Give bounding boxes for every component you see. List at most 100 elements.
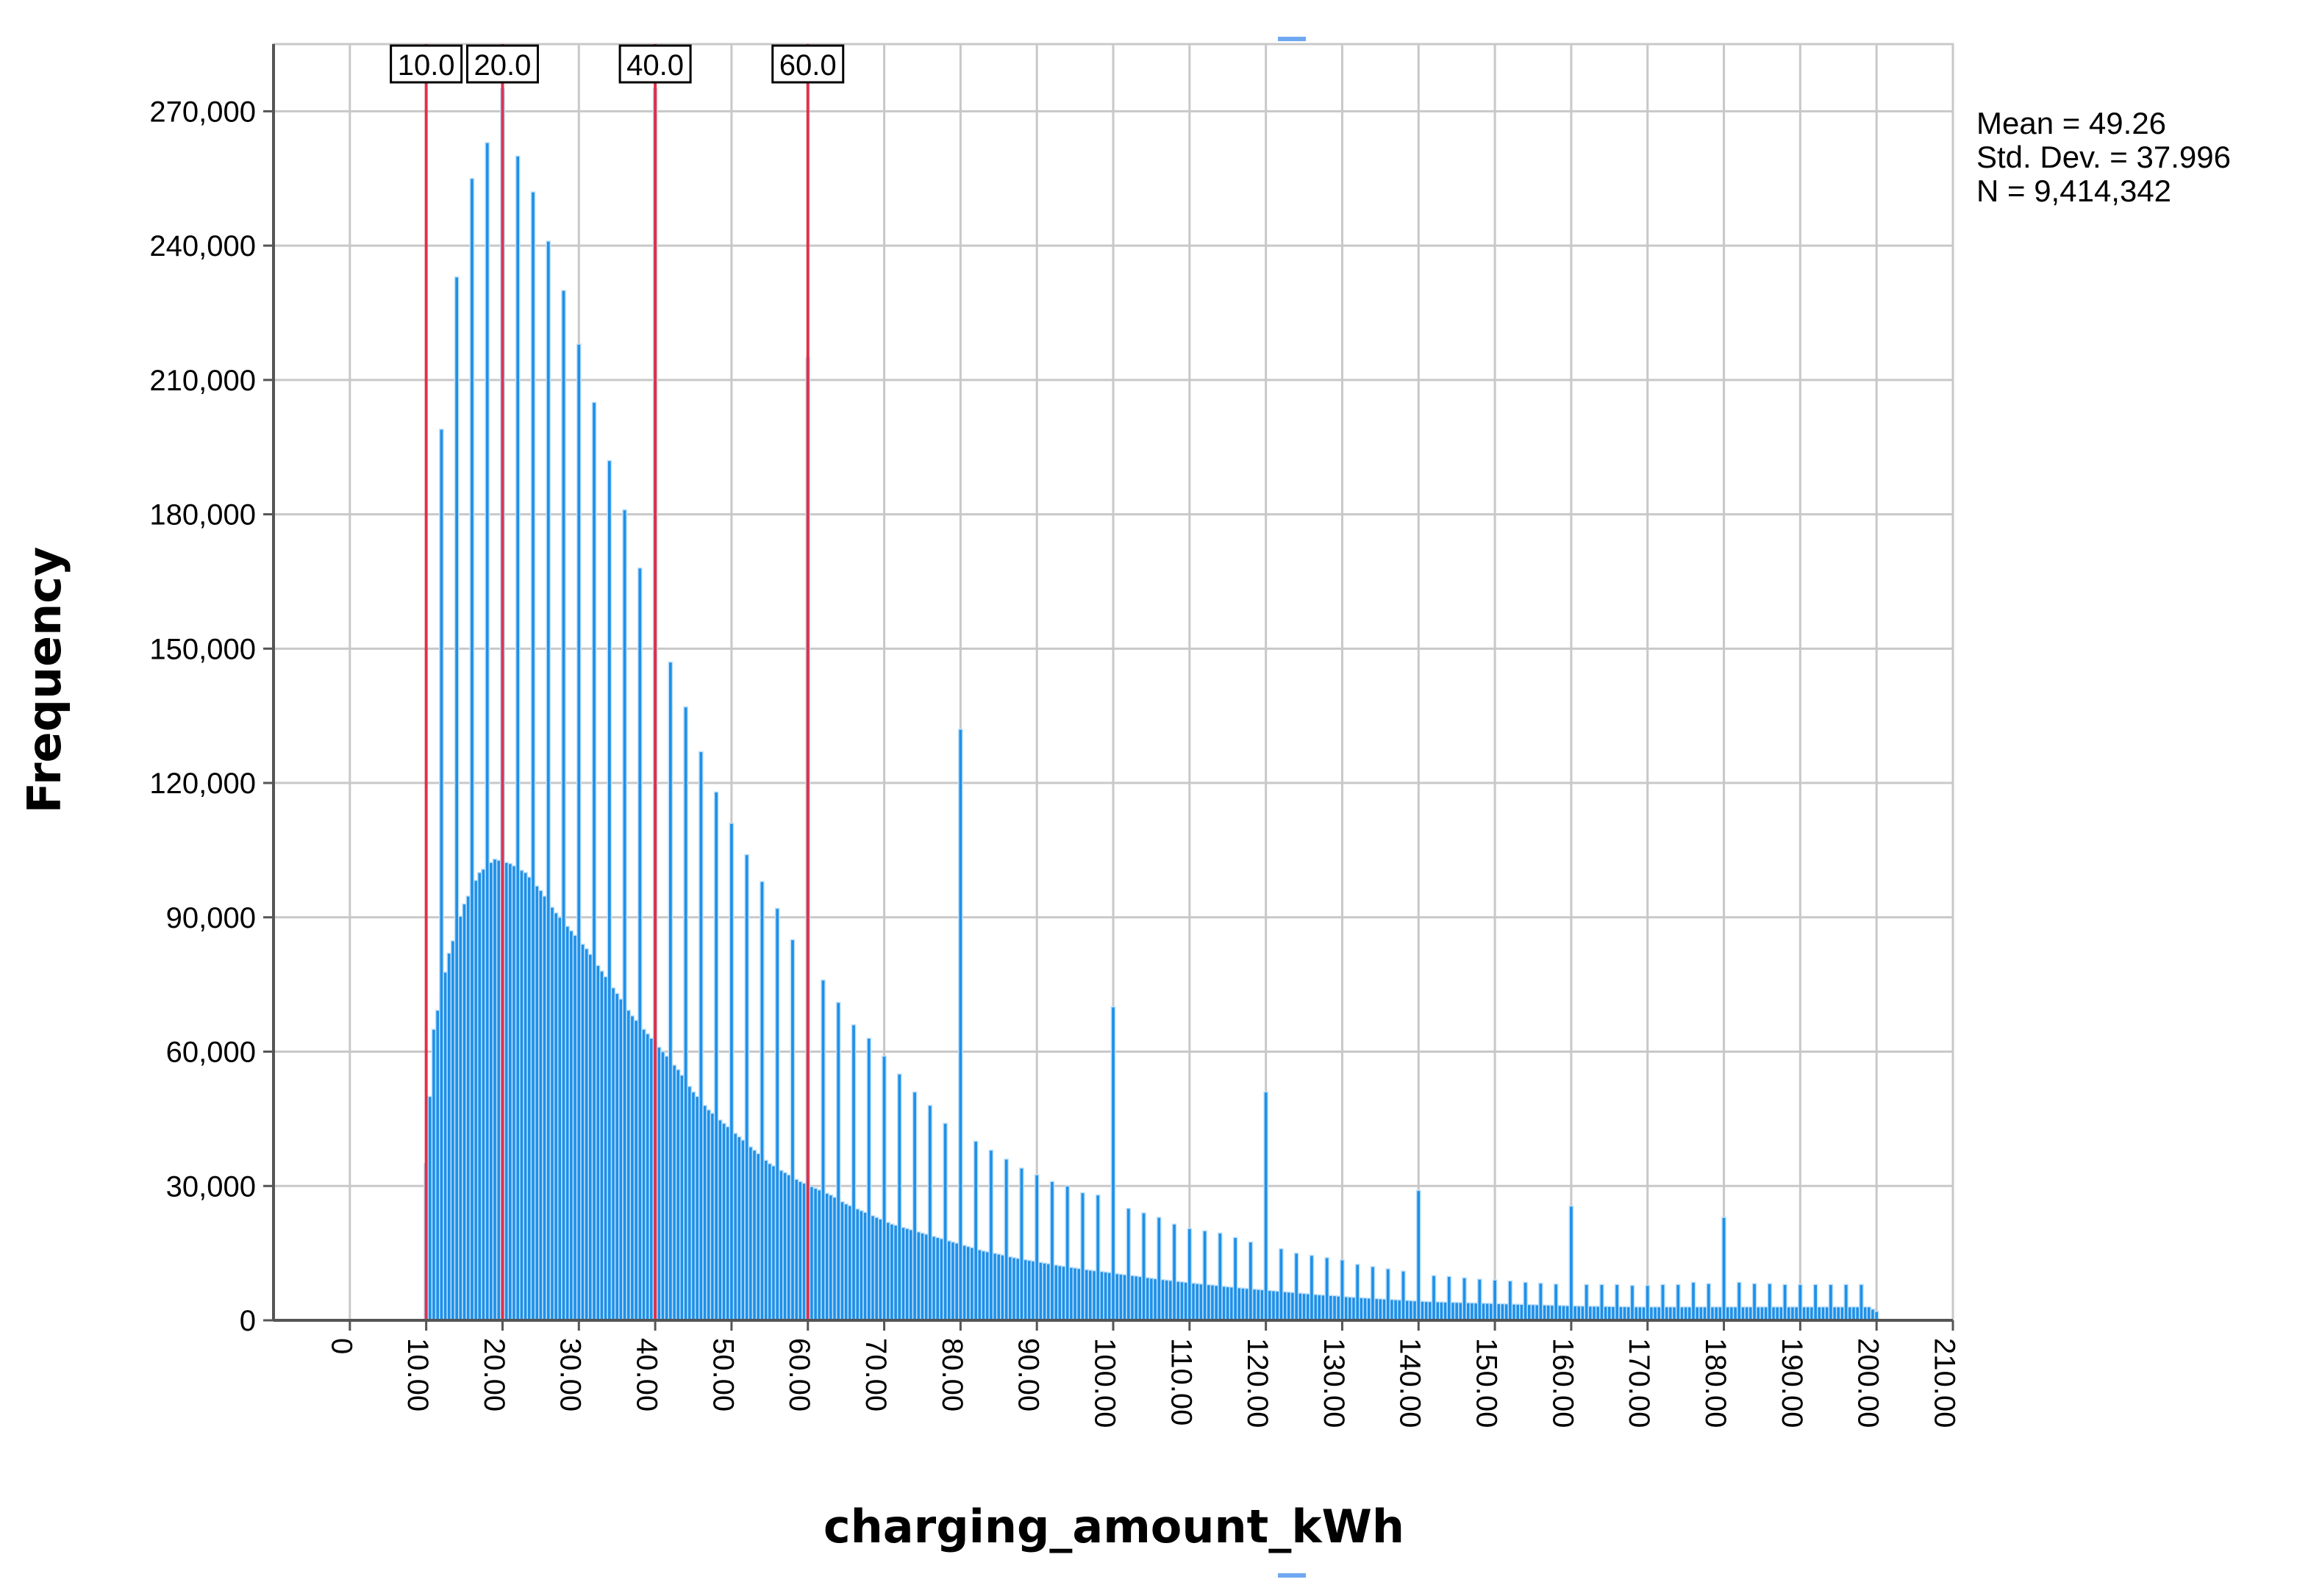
histogram-bar — [1694, 1306, 1700, 1321]
histogram-spike-bar — [1736, 1281, 1742, 1321]
x-tick-label: 110.00 — [1165, 1338, 1197, 1425]
histogram-bar — [1229, 1287, 1235, 1321]
x-tick-label: 70.00 — [860, 1338, 892, 1411]
histogram-spike-bar — [1171, 1223, 1177, 1321]
histogram-bar — [1244, 1287, 1250, 1321]
histogram-bar — [435, 1009, 440, 1321]
histogram-bar — [664, 1055, 670, 1321]
y-tick-label: 240,000 — [149, 230, 256, 262]
histogram-bar — [1744, 1306, 1750, 1321]
histogram-bar — [1805, 1306, 1811, 1321]
x-tick-label: 170.00 — [1623, 1338, 1655, 1428]
histogram-spike-bar — [1034, 1174, 1040, 1321]
histogram-bar — [1664, 1306, 1670, 1321]
histogram-bar — [748, 1146, 754, 1321]
histogram-bar — [1251, 1288, 1257, 1321]
histogram-bar — [450, 940, 456, 1321]
histogram-bar — [1580, 1305, 1585, 1321]
histogram-bar — [1274, 1290, 1280, 1321]
histogram-bar — [568, 930, 574, 1321]
histogram-bar — [1633, 1306, 1639, 1321]
histogram-bar — [1305, 1293, 1311, 1321]
histogram-bar — [1854, 1306, 1860, 1321]
histogram-bar — [1718, 1306, 1723, 1321]
histogram-spike-bar — [973, 1140, 979, 1321]
histogram-bar — [1107, 1272, 1112, 1321]
histogram-bar — [782, 1172, 787, 1321]
histogram-spike-bar — [882, 1055, 887, 1321]
histogram-bar — [1347, 1296, 1353, 1321]
histogram-bar — [492, 858, 498, 1321]
histogram-bar — [626, 1009, 632, 1321]
histogram-bar — [1389, 1298, 1395, 1321]
histogram-bar — [1760, 1306, 1765, 1321]
resize-handle-bottom[interactable] — [1278, 1573, 1306, 1578]
histogram-bar — [534, 885, 540, 1321]
histogram-bar — [832, 1196, 837, 1321]
x-tick-label: 100.00 — [1088, 1338, 1121, 1428]
y-tick-label: 0 — [240, 1305, 256, 1337]
histogram-spike-bar — [1843, 1284, 1848, 1321]
histogram-bar — [1015, 1257, 1021, 1321]
histogram-bar — [476, 872, 482, 1321]
histogram-bar — [1114, 1273, 1120, 1321]
histogram-bar — [901, 1226, 906, 1321]
histogram-bar — [694, 1095, 700, 1321]
histogram-bar — [1286, 1291, 1292, 1321]
histogram-bar — [1164, 1279, 1170, 1321]
histogram-spike-bar — [744, 854, 750, 1321]
histogram-spike-bar — [1767, 1283, 1773, 1321]
histogram-bar — [1423, 1300, 1429, 1321]
histogram-bar — [1748, 1306, 1754, 1321]
histogram-bar — [786, 1174, 792, 1321]
histogram-bar — [740, 1139, 746, 1321]
x-tick-label: 150.00 — [1471, 1338, 1503, 1428]
histogram-spike-bar — [943, 1123, 948, 1321]
histogram-spike-bar — [1507, 1280, 1513, 1321]
histogram-bar — [1290, 1292, 1296, 1321]
histogram-spike-bar — [1248, 1241, 1254, 1321]
histogram-bar — [1213, 1284, 1219, 1321]
histogram-bar — [660, 1051, 665, 1321]
histogram-bar — [1851, 1306, 1857, 1321]
histogram-spike-bar — [1309, 1254, 1315, 1321]
histogram-bar — [931, 1236, 937, 1321]
histogram-bar — [1175, 1281, 1181, 1321]
histogram-bar — [1576, 1305, 1582, 1321]
histogram-bar — [1515, 1303, 1521, 1321]
histogram-bar — [553, 912, 559, 1321]
histogram-spike-bar — [1049, 1181, 1055, 1321]
histogram-bar — [939, 1238, 944, 1321]
histogram-spike-bar — [790, 939, 796, 1321]
reference-lines: 10.0 20.0 40.0 60.0 — [390, 44, 845, 1320]
histogram-bar — [1835, 1306, 1841, 1321]
histogram-spike-bar — [1782, 1284, 1787, 1321]
histogram-spike-bar — [469, 177, 475, 1321]
histogram-bar — [1488, 1303, 1494, 1321]
histogram-bar — [946, 1240, 952, 1321]
histogram-bar — [1137, 1275, 1143, 1321]
x-tick-label: 30.00 — [554, 1338, 587, 1411]
histogram-bar — [755, 1153, 761, 1321]
histogram-bar — [1607, 1306, 1612, 1321]
histogram-bar — [843, 1203, 849, 1321]
histogram-bar — [679, 1074, 685, 1321]
resize-handle-top[interactable] — [1278, 37, 1306, 41]
histogram-bar — [1698, 1306, 1704, 1321]
histogram-bar — [1652, 1306, 1658, 1321]
histogram-bar — [671, 1064, 677, 1321]
histogram-bar — [1335, 1295, 1341, 1321]
histogram-bar — [710, 1112, 715, 1321]
histogram-bar — [1103, 1271, 1108, 1321]
y-tick-label: 270,000 — [149, 96, 256, 128]
histogram-spike-bar — [1141, 1212, 1146, 1321]
x-tick-label: 0 — [325, 1338, 357, 1354]
histogram-bar — [969, 1247, 975, 1321]
histogram-spike-bar — [1476, 1278, 1482, 1321]
histogram-bar — [1732, 1306, 1738, 1321]
histogram-spike-bar — [1354, 1264, 1360, 1321]
reference-line-label: 40.0 — [626, 49, 684, 82]
histogram-spike-bar — [729, 823, 735, 1321]
histogram-bar — [1129, 1275, 1135, 1321]
